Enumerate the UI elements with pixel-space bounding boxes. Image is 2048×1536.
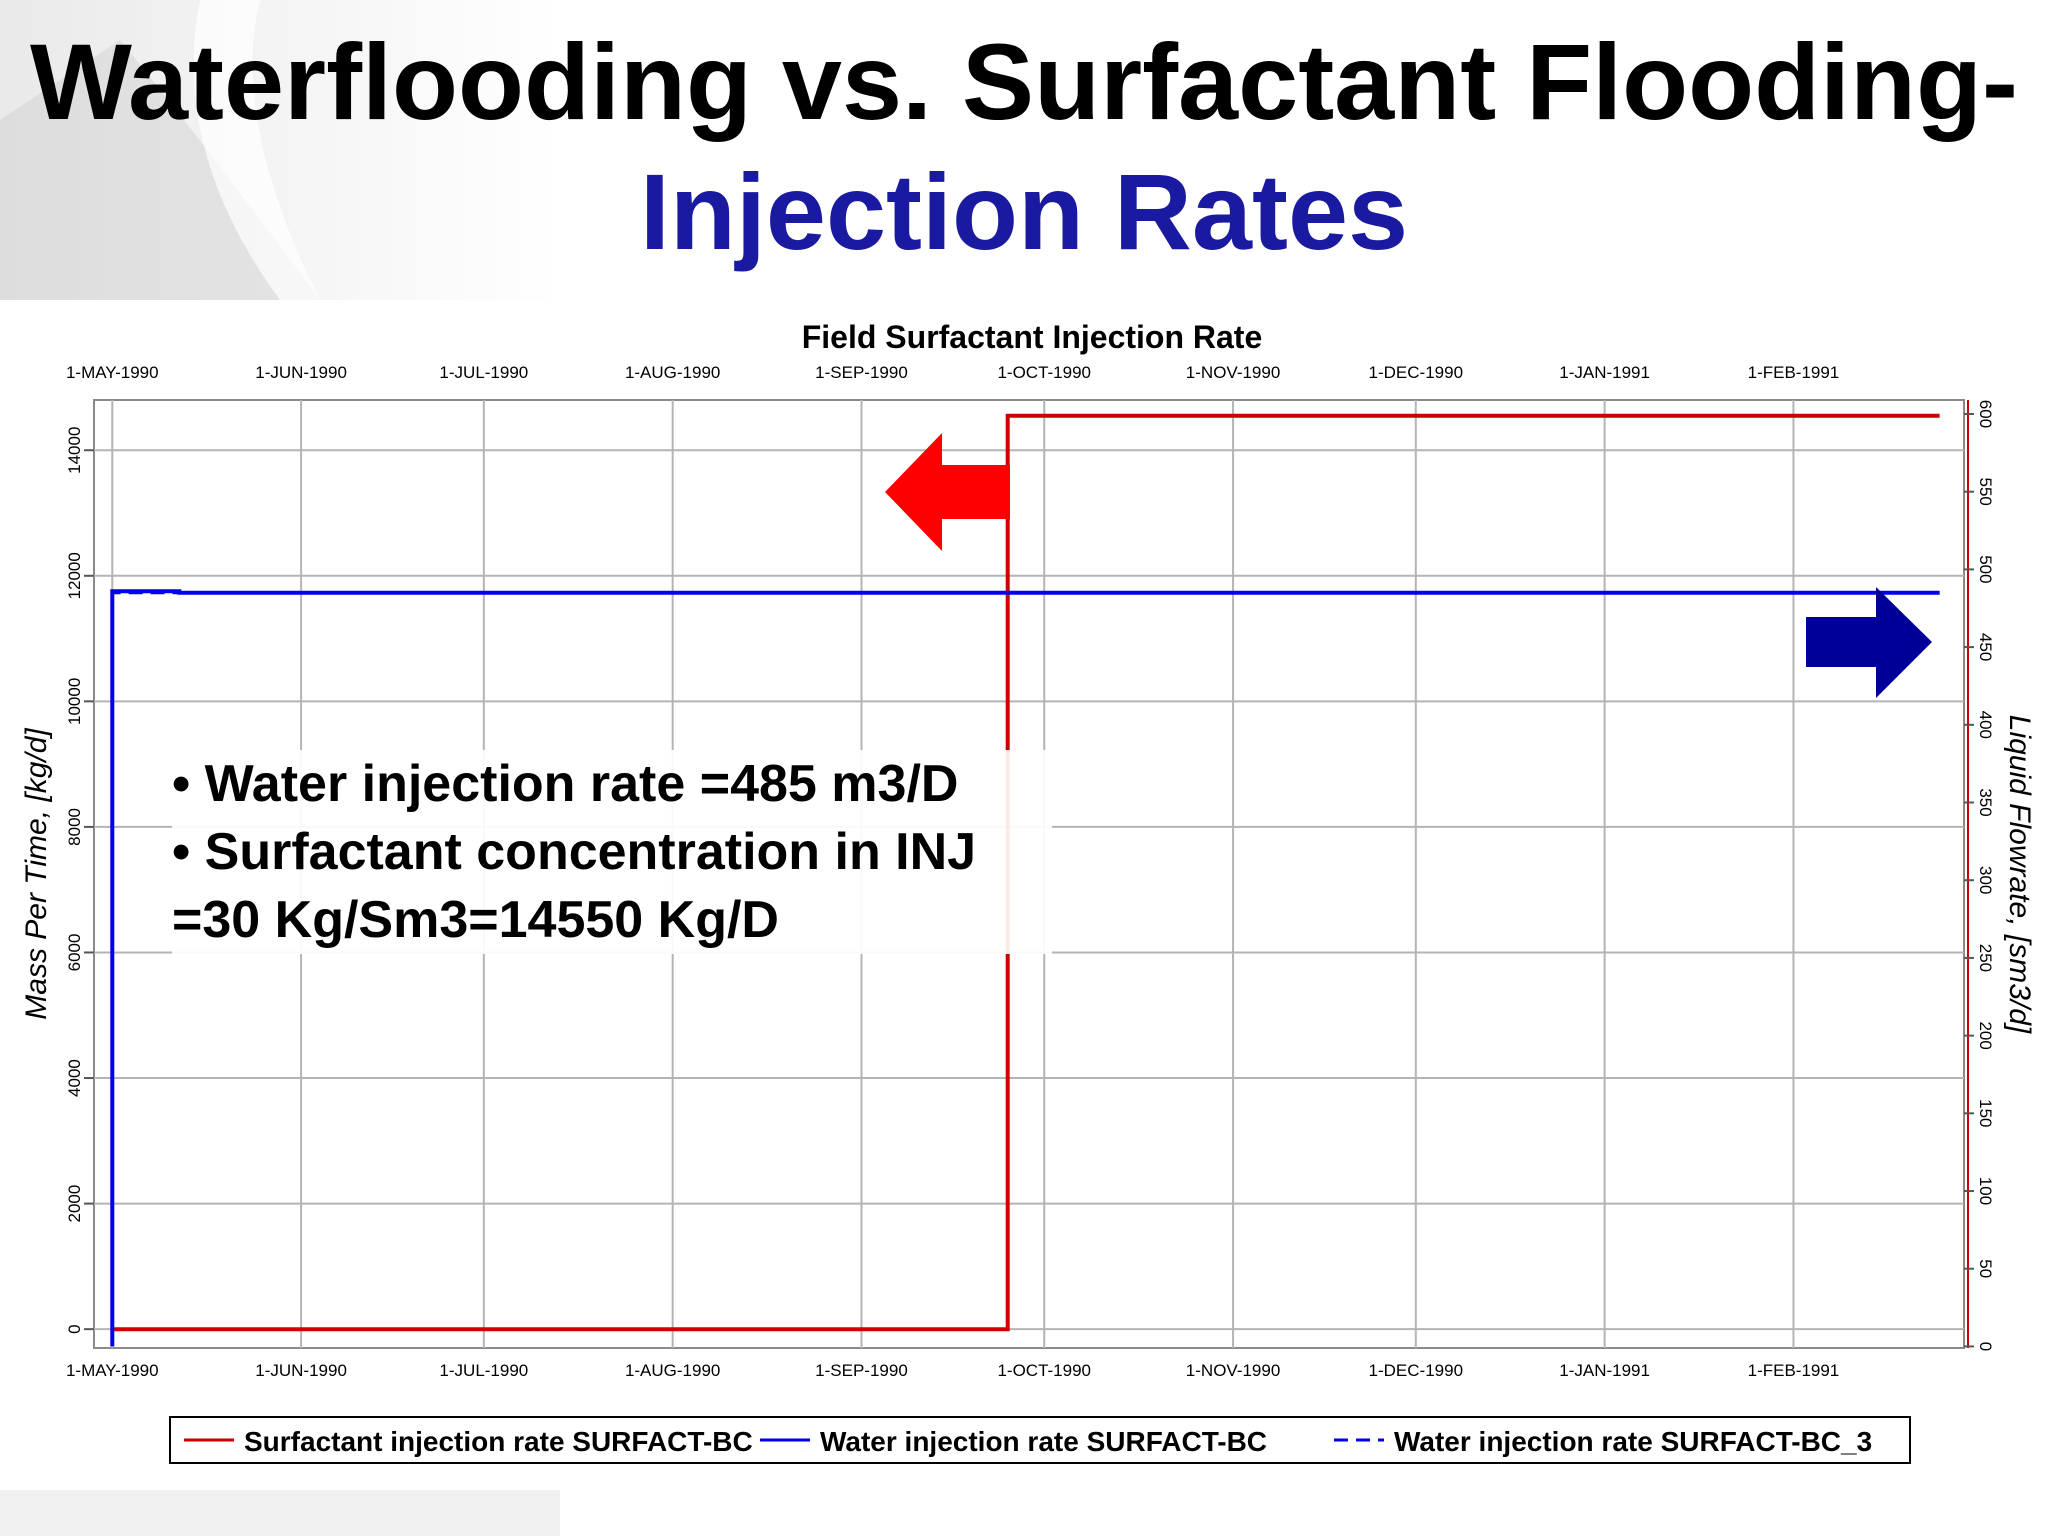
left-tick-label: 6000: [65, 934, 84, 972]
x-tick-label-bottom: 1-DEC-1990: [1369, 1361, 1464, 1380]
annotation-box: • Water injection rate =485 m3/D • Surfa…: [172, 750, 1052, 954]
series-line-3: [110, 591, 1940, 1347]
chart-title: Field Surfactant Injection Rate: [802, 319, 1263, 355]
x-tick-label-bottom: 1-MAY-1990: [66, 1361, 159, 1380]
left-tick-label: 12000: [65, 552, 84, 599]
legend-box: [169, 1416, 1911, 1464]
x-tick-label-top: 1-SEP-1990: [815, 363, 908, 382]
right-tick-label: 600: [1976, 400, 1995, 428]
right-tick-label: 200: [1976, 1021, 1995, 1049]
plot-frame: [93, 399, 1965, 1349]
axis-layer: 1-MAY-1990 1-MAY-1990 1-JUN-1990 1-JUN-1990…: [65, 363, 1995, 1380]
left-tick-label: 0: [65, 1324, 84, 1333]
x-tick-label-top: 1-JUL-1990: [439, 363, 528, 382]
annotation-bullet-2: • Surfactant concentration in INJ =30 Kg…: [172, 823, 977, 949]
x-tick-label-bottom: 1-OCT-1990: [997, 1361, 1091, 1380]
right-tick-label: 550: [1976, 478, 1995, 506]
x-tick-label-top: 1-DEC-1990: [1369, 363, 1464, 382]
left-tick-label: 14000: [65, 427, 84, 474]
right-tick-label: 0: [1976, 1342, 1995, 1351]
x-tick-label-top: 1-MAY-1990: [66, 363, 159, 382]
right-tick-label: 500: [1976, 555, 1995, 583]
left-axis-arrow: [885, 433, 1010, 551]
x-tick-label-top: 1-JAN-1991: [1559, 363, 1650, 382]
right-tick-label: 300: [1976, 866, 1995, 894]
legend-label-3: Water injection rate SURFACT-BC_3: [1394, 1426, 1872, 1457]
x-tick-label-bottom: 1-NOV-1990: [1186, 1361, 1281, 1380]
x-tick-label-bottom: 1-SEP-1990: [815, 1361, 908, 1380]
right-tick-label: 150: [1976, 1099, 1995, 1127]
x-tick-label-bottom: 1-FEB-1991: [1748, 1361, 1840, 1380]
slide-title-line1: Waterflooding vs. Surfactant Flooding-: [30, 21, 2018, 142]
right-tick-label: 450: [1976, 633, 1995, 661]
x-tick-label-top: 1-AUG-1990: [625, 363, 720, 382]
x-tick-label-top: 1-OCT-1990: [997, 363, 1091, 382]
x-tick-label-bottom: 1-JUN-1990: [255, 1361, 347, 1380]
right-axis-label: Liquid Flowrate, [sm3/d]: [2003, 715, 2036, 1034]
x-tick-label-bottom: 1-JAN-1991: [1559, 1361, 1650, 1380]
x-tick-label-top: 1-FEB-1991: [1748, 363, 1840, 382]
annotation-bullet-1: • Water injection rate =485 m3/D: [172, 755, 959, 813]
x-tick-label-top: 1-JUN-1990: [255, 363, 347, 382]
right-tick-label: 250: [1976, 944, 1995, 972]
legend-label-2: Water injection rate SURFACT-BC: [820, 1426, 1267, 1457]
slide-title-line2: Injection Rates: [639, 151, 1409, 272]
legend-label-1: Surfactant injection rate SURFACT-BC: [244, 1426, 753, 1457]
left-tick-label: 10000: [65, 678, 84, 725]
left-tick-label: 2000: [65, 1185, 84, 1223]
x-tick-label-top: 1-NOV-1990: [1186, 363, 1281, 382]
right-tick-label: 350: [1976, 788, 1995, 816]
right-tick-label: 400: [1976, 711, 1995, 739]
left-axis-label: Mass Per Time, [kg/d]: [20, 728, 53, 1020]
x-tick-label-bottom: 1-JUL-1990: [439, 1361, 528, 1380]
right-tick-label: 100: [1976, 1177, 1995, 1205]
right-tick-label: 50: [1976, 1259, 1995, 1278]
x-tick-label-bottom: 1-AUG-1990: [625, 1361, 720, 1380]
chart-legend: Surfactant injection rate SURFACT-BC Wate…: [169, 1416, 1911, 1464]
right-axis-arrow: [1806, 587, 1932, 698]
left-tick-label: 8000: [65, 808, 84, 846]
left-tick-label: 4000: [65, 1059, 84, 1097]
